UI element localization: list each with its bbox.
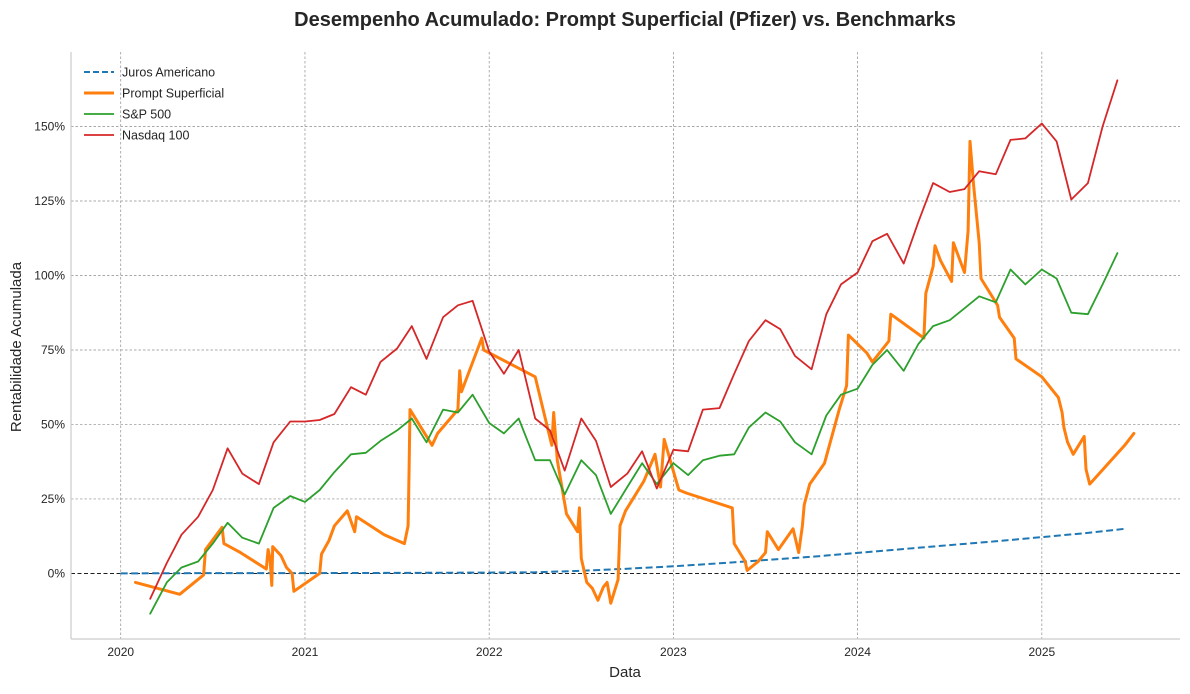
legend-entry-label: Prompt Superficial <box>122 87 224 101</box>
x-tick-label: 2023 <box>660 645 687 659</box>
series-line-s-p-500 <box>149 252 1119 615</box>
tick-labels: 2020 2021 2022 2023 2024 2025 0% 25% 50% 75% 100% 1… <box>34 119 1055 659</box>
x-tick-label: 2025 <box>1028 645 1055 659</box>
y-tick-label: 50% <box>41 417 65 431</box>
y-axis-label: Rentabilidade Acumulada <box>8 261 25 432</box>
series-line-nasdaq-100 <box>149 79 1119 600</box>
x-tick-label: 2022 <box>476 645 503 659</box>
y-tick-label: 150% <box>34 119 65 133</box>
y-tick-label: 75% <box>41 343 65 357</box>
x-tick-label: 2021 <box>292 645 319 659</box>
grid <box>71 52 1180 639</box>
series-line-juros-americano <box>120 527 1125 575</box>
x-tick-label: 2020 <box>107 645 134 659</box>
y-tick-label: 100% <box>34 268 65 282</box>
y-tick-label: 125% <box>34 194 65 208</box>
legend-entry-label: Juros Americano <box>122 66 215 80</box>
legend-entry-label: Nasdaq 100 <box>122 129 189 143</box>
legend: Juros Americano Prompt Superficial S&P 500… <box>84 66 224 143</box>
series-lines <box>120 79 1136 615</box>
x-axis-label: Data <box>609 664 641 681</box>
x-tick-label: 2024 <box>844 645 871 659</box>
y-tick-label: 0% <box>48 566 66 580</box>
axes <box>70 52 1180 640</box>
legend-entry-label: S&P 500 <box>122 108 171 122</box>
y-tick-label: 25% <box>41 492 65 506</box>
chart-title: Desempenho Acumulado: Prompt Superficial… <box>294 9 956 31</box>
